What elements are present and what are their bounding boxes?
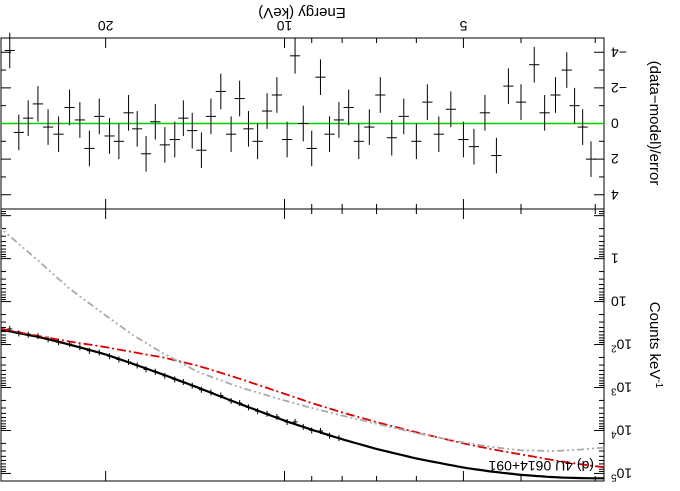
model-line-component-2 bbox=[0, 227, 605, 452]
residual-x-tick-labels: 5 10 20 bbox=[98, 18, 468, 34]
y-tick-label-base: 10 bbox=[616, 422, 632, 438]
x-tick-label: 10 bbox=[277, 18, 293, 34]
x-tick-label: 20 bbox=[98, 18, 114, 34]
x-tick-label: 5 bbox=[459, 18, 467, 34]
residual-y-tick-labels: −4 −2 0 2 4 bbox=[611, 44, 627, 203]
model-line-total-model bbox=[0, 328, 604, 480]
y-tick-label: 4 bbox=[611, 187, 619, 203]
residual-y-axis-label: (data−model)/error bbox=[646, 61, 663, 186]
spectrum-y-ticks bbox=[1, 208, 604, 474]
residual-x-ticks bbox=[0, 38, 596, 209]
y-tick-label: −4 bbox=[611, 44, 627, 60]
source-annotation: (d) 4U 0614+091 bbox=[488, 458, 594, 474]
spectrum-model-lines bbox=[0, 227, 605, 480]
residual-panel: 5 10 20 −4 −2 0 2 4 (data−model)/error Energy … bbox=[0, 4, 663, 210]
y-tick-label: 0 bbox=[611, 116, 619, 132]
y-tick-label-exponent: 3 bbox=[611, 386, 617, 397]
spectrum-y-axis-label: Counts keV-1 bbox=[646, 302, 664, 389]
y-tick-label-exponent: 2 bbox=[611, 343, 617, 354]
y-tick-label-base: 10 bbox=[616, 337, 632, 353]
spectrum-y-axis-label-text: Counts keV bbox=[646, 302, 663, 380]
y-tick-label: 1 bbox=[611, 251, 619, 267]
model-line-component-1 bbox=[0, 327, 605, 469]
y-tick-label-base: 10 bbox=[611, 294, 627, 310]
y-tick-label: 104 bbox=[611, 422, 633, 439]
spectrum-x-ticks bbox=[0, 209, 596, 481]
y-tick-label-exponent: 4 bbox=[611, 428, 617, 439]
y-tick-label: 10 bbox=[611, 294, 627, 310]
y-tick-label: 2 bbox=[611, 151, 619, 167]
y-tick-label: 105 bbox=[611, 465, 633, 482]
x-axis-label: Energy (keV) bbox=[258, 4, 346, 21]
y-tick-label-base: 1 bbox=[611, 251, 619, 267]
y-tick-label: 102 bbox=[611, 337, 633, 354]
spectrum-data-points bbox=[7, 325, 342, 442]
y-tick-label-exponent: 5 bbox=[611, 471, 617, 482]
residual-points bbox=[4, 32, 597, 177]
spectrum-y-axis-label-exponent: -1 bbox=[653, 379, 664, 388]
y-tick-label-base: 10 bbox=[616, 380, 632, 396]
y-tick-label-base: 10 bbox=[616, 465, 632, 481]
y-tick-label: 103 bbox=[611, 380, 633, 397]
y-tick-label: −2 bbox=[611, 80, 627, 96]
